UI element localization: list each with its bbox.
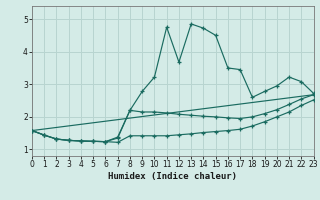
X-axis label: Humidex (Indice chaleur): Humidex (Indice chaleur) <box>108 172 237 181</box>
